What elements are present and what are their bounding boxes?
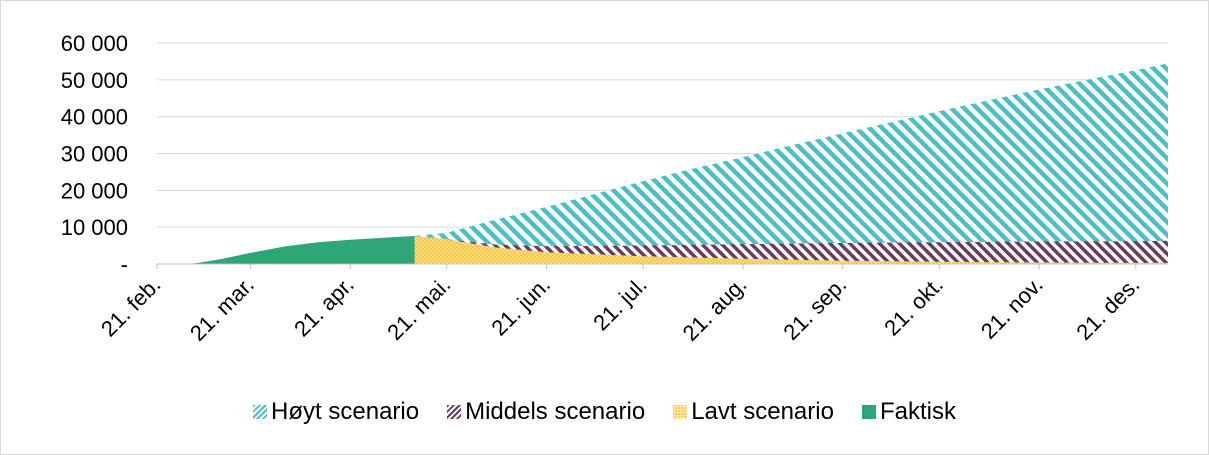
legend-swatch-hoyt bbox=[253, 405, 268, 419]
legend-item-middels: Middels scenario bbox=[447, 398, 645, 426]
legend-swatch-middels bbox=[447, 405, 462, 419]
x-tick-label: 21. mai. bbox=[382, 272, 455, 345]
y-tick-label: - bbox=[121, 252, 128, 277]
area-lavt-scenario bbox=[414, 236, 1169, 264]
legend-label-hoyt: Høyt scenario bbox=[271, 398, 420, 425]
legend-item-lavt: Lavt scenario bbox=[673, 398, 834, 426]
x-tick-label: 21. aug. bbox=[678, 272, 752, 346]
y-tick-label: 20 000 bbox=[61, 178, 128, 203]
area-faktisk bbox=[157, 236, 415, 264]
x-tick-label: 21. okt. bbox=[879, 272, 948, 341]
y-tick-label: 40 000 bbox=[61, 105, 128, 130]
series-areas bbox=[157, 63, 1169, 264]
x-tick-label: 21. nov. bbox=[976, 272, 1048, 344]
x-tick-label: 21. jul. bbox=[588, 272, 652, 336]
legend-label-middels: Middels scenario bbox=[465, 398, 646, 425]
x-tick-label: 21. sep. bbox=[778, 272, 851, 345]
y-tick-label: 10 000 bbox=[61, 215, 128, 240]
x-tick-label: 21. mar. bbox=[185, 272, 259, 346]
y-tick-label: 50 000 bbox=[61, 68, 128, 93]
axes bbox=[156, 263, 1168, 269]
legend-swatch-faktisk bbox=[861, 405, 876, 419]
legend-item-hoyt: Høyt scenario bbox=[253, 398, 419, 426]
x-tick-label: 21. jun. bbox=[486, 272, 555, 341]
y-tick-label: 60 000 bbox=[61, 31, 128, 56]
area-hoyt-scenario bbox=[414, 63, 1169, 264]
legend-label-lavt: Lavt scenario bbox=[691, 398, 834, 425]
x-tick-label: 21. apr. bbox=[289, 272, 359, 342]
legend-label-faktisk: Faktisk bbox=[879, 398, 956, 425]
legend-swatch-lavt bbox=[673, 405, 688, 419]
x-tick-label: 21. des. bbox=[1071, 272, 1144, 345]
legend: Høyt scenario Middels scenario Lavt scen… bbox=[0, 398, 1209, 426]
legend-item-faktisk: Faktisk bbox=[861, 398, 956, 426]
y-tick-label: 30 000 bbox=[61, 142, 128, 167]
x-tick-label: 21. feb. bbox=[96, 272, 166, 342]
